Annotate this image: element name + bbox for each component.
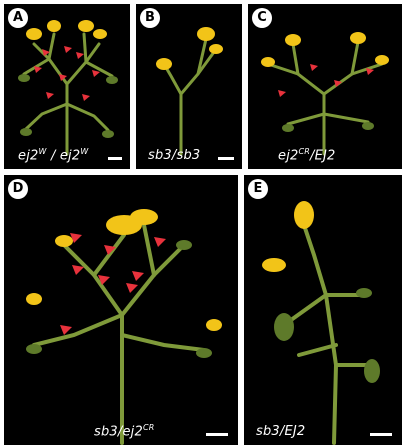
panel-letter-a: A <box>8 8 28 28</box>
arrowheads <box>60 233 166 335</box>
panel-letter-b: B <box>140 8 160 28</box>
inflorescence-image-c <box>261 32 389 156</box>
arrowheads <box>34 46 100 101</box>
genotype-label-b: sb3/sb3 <box>148 148 201 163</box>
panel-letter-d: D <box>8 179 28 199</box>
genotype-label-e: sb3/EJ2 <box>256 424 306 439</box>
inflorescence-image-a <box>18 20 118 156</box>
genotype-label-a: ej2W / ej2W <box>18 146 89 163</box>
scale-bar <box>206 433 228 436</box>
inflorescence-image-e <box>262 201 380 445</box>
panel-d: D sb3/ej2CR <box>4 175 238 445</box>
panel-b: B sb3/sb3 <box>136 4 242 169</box>
inflorescence-image-b <box>156 27 223 156</box>
inflorescence-image-d <box>26 209 222 445</box>
panel-a: A ej2W / ej2W <box>4 4 130 169</box>
scale-bar <box>218 157 234 160</box>
panel-letter-c: C <box>252 8 272 28</box>
arrowheads <box>278 64 374 97</box>
panel-e: E sb3/EJ2 <box>244 175 402 445</box>
scale-bar <box>108 157 122 160</box>
panel-letter-e: E <box>248 179 268 199</box>
panel-c: C ej2CR/EJ2 <box>248 4 402 169</box>
genotype-label-d: sb3/ej2CR <box>94 422 155 439</box>
scale-bar <box>370 433 392 436</box>
genotype-label-c: ej2CR/EJ2 <box>278 146 336 163</box>
